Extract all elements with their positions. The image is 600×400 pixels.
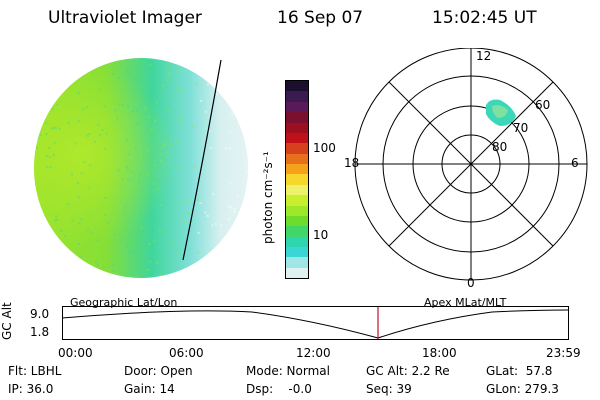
colorbar-unit-label: photon cm⁻²s⁻¹ — [261, 151, 275, 244]
colorbar — [285, 80, 309, 279]
earth-disk-image — [34, 58, 248, 278]
colorbar-segment — [286, 267, 308, 278]
timeline-right-caption: Apex MLat/MLT — [424, 296, 507, 309]
colorbar-segment — [286, 143, 308, 154]
x-tick-1200: 12:00 — [296, 346, 331, 360]
timeline-y-axis-label: GC Alt — [0, 302, 14, 340]
x-tick-0600: 06:00 — [169, 346, 204, 360]
x-tick-2359: 23:59 — [546, 346, 581, 360]
colorbar-segment — [286, 247, 308, 258]
colorbar-segment — [286, 101, 308, 113]
status-mode: Mode: Normal — [246, 364, 330, 378]
polar-plot: 12 18 6 0 60 70 80 — [344, 48, 588, 288]
colorbar-segment — [286, 174, 308, 185]
terminator-line — [182, 59, 222, 261]
status-gc-alt: GC Alt: 2.2 Re — [366, 364, 450, 378]
status-ip: IP: 36.0 — [8, 382, 54, 396]
mlt-label-6: 6 — [571, 156, 579, 170]
status-door: Door: Open — [124, 364, 193, 378]
mlt-label-18: 18 — [344, 156, 359, 170]
status-glat: GLat: 57.8 — [486, 364, 553, 378]
status-gain: Gain: 14 — [124, 382, 175, 396]
colorbar-segment — [286, 91, 308, 102]
colorbar-segment — [286, 112, 308, 123]
x-tick-1800: 18:00 — [422, 346, 457, 360]
x-tick-0000: 00:00 — [58, 346, 93, 360]
date-label: 16 Sep 07 — [277, 8, 364, 28]
status-dsp: Dsp: -0.0 — [246, 382, 312, 396]
colorbar-segment — [286, 205, 308, 216]
mlt-label-0: 0 — [467, 276, 475, 288]
altitude-curve — [62, 309, 569, 339]
colorbar-segment — [286, 184, 308, 196]
app-title: Ultraviolet Imager — [48, 8, 202, 28]
time-label: 15:02:45 UT — [432, 8, 537, 28]
timeline-plot — [62, 306, 569, 340]
colorbar-segment — [286, 226, 308, 237]
timeline-y-tick-9: 9.0 — [30, 307, 50, 321]
colorbar-segment — [286, 215, 308, 227]
colorbar-segment — [286, 153, 308, 164]
lat-label-60: 60 — [535, 98, 550, 112]
colorbar-tick-10: 10 — [313, 228, 329, 242]
colorbar-segment — [286, 236, 308, 247]
timeline-left-caption: Geographic Lat/Lon — [70, 296, 178, 309]
colorbar-segment — [286, 195, 308, 206]
lat-label-80: 80 — [492, 140, 507, 154]
colorbar-segment — [286, 257, 308, 268]
timeline-y-tick-1-8: 1.8 — [30, 325, 50, 339]
colorbar-segment — [286, 81, 308, 92]
colorbar-segment — [286, 132, 308, 144]
status-seq: Seq: 39 — [366, 382, 412, 396]
status-glon: GLon: 279.3 — [486, 382, 559, 396]
status-filter: Flt: LBHL — [8, 364, 62, 378]
colorbar-segment — [286, 164, 308, 175]
lat-label-70: 70 — [513, 121, 528, 135]
mlt-label-12: 12 — [476, 49, 491, 63]
colorbar-segment — [286, 122, 308, 133]
colorbar-tick-100: 100 — [313, 141, 336, 155]
